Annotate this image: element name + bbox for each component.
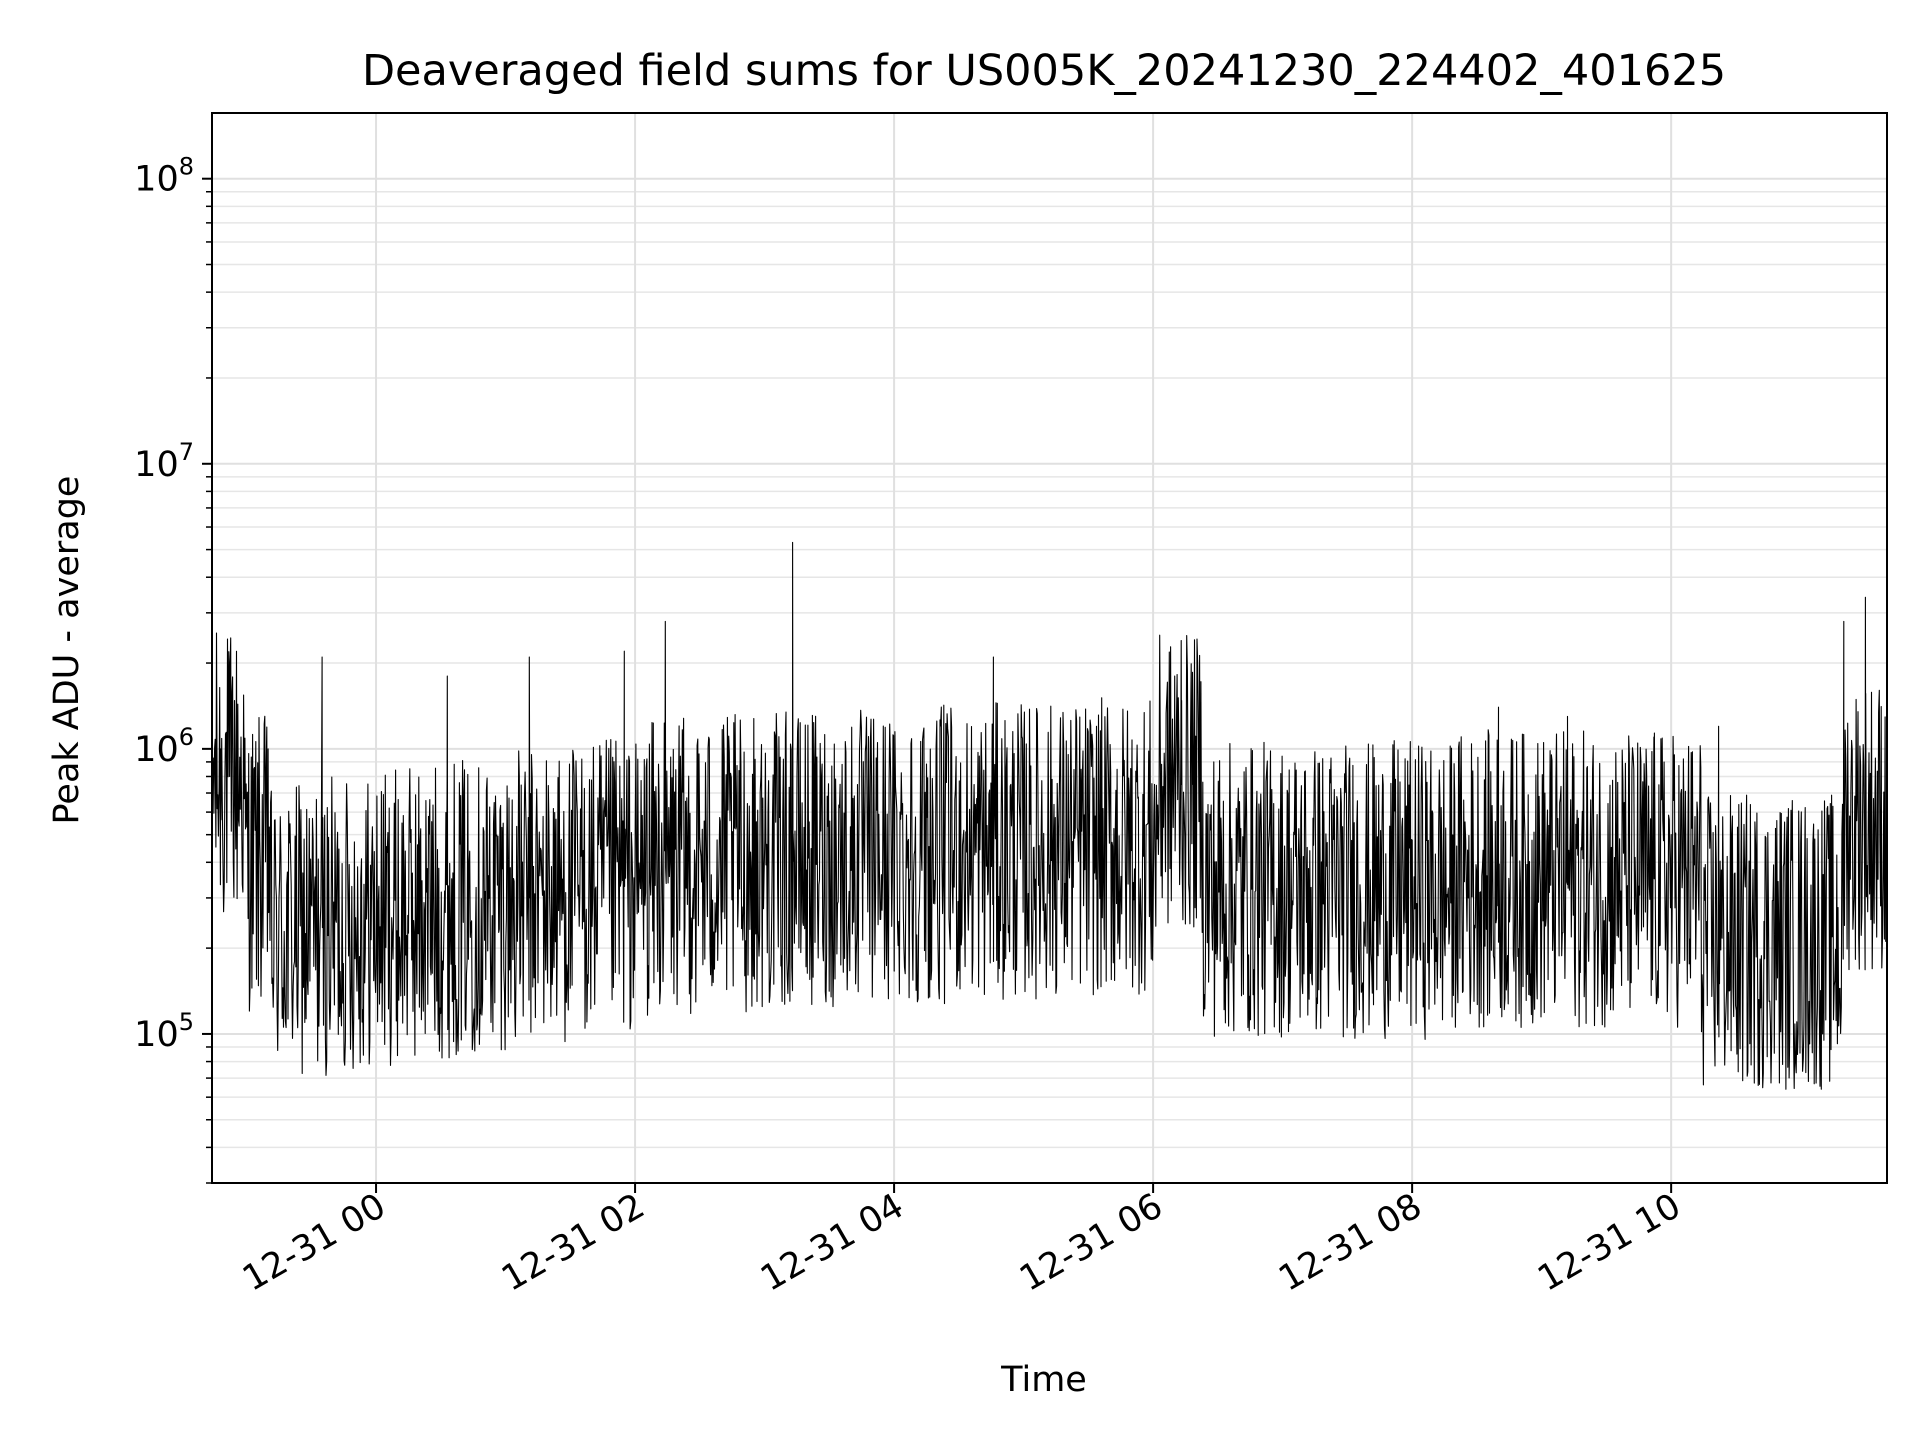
plot-frame [211, 112, 1888, 1184]
x-tick-label: 12-31 08 [1272, 1186, 1428, 1299]
y-tick-label: 106 [134, 723, 194, 770]
y-tick-label: 108 [134, 153, 194, 200]
major-gridlines [212, 113, 1887, 1183]
y-tick-label: 105 [134, 1008, 194, 1055]
x-tick-label: 12-31 04 [754, 1186, 910, 1299]
x-tick-label: 12-31 10 [1531, 1186, 1687, 1299]
x-axis-label: Time [1000, 1360, 1087, 1400]
x-tick-label: 12-31 00 [236, 1186, 392, 1299]
x-tick-label: 12-31 02 [495, 1186, 651, 1299]
y-axis: 105 106 107 108 [134, 153, 212, 1184]
x-tick-label: 12-31 06 [1013, 1186, 1169, 1299]
series-line [211, 541, 1888, 1090]
y-tick-label: 107 [134, 438, 194, 485]
series-layer [211, 541, 1888, 1090]
chart-title: Deaveraged field sums for US005K_2024123… [362, 46, 1726, 96]
x-axis: 12-31 00 12-31 02 12-31 04 12-31 06 12-31 08… [236, 1183, 1688, 1299]
minor-gridlines [212, 190, 1887, 1184]
y-axis-label: Peak ADU - average [47, 476, 87, 825]
